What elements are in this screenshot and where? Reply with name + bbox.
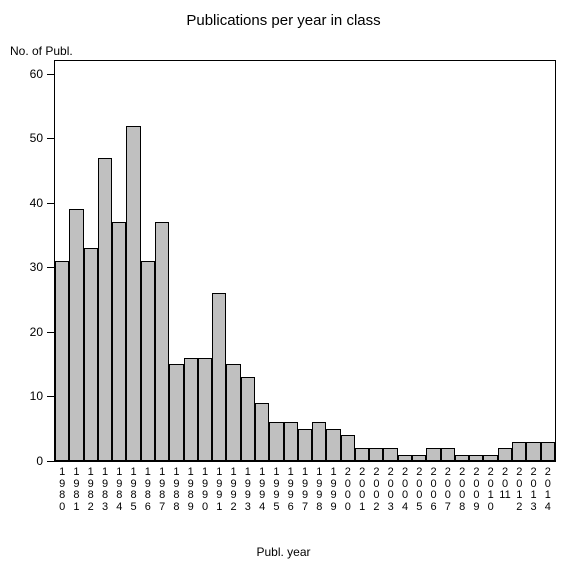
x-tick-label: 1​9​9​0: [199, 467, 211, 513]
x-axis-label: Publ. year: [0, 545, 567, 559]
bar: [184, 358, 198, 461]
bar: [412, 455, 426, 461]
x-tick-label: 2​0​0​5: [413, 467, 425, 513]
bar: [541, 442, 555, 461]
x-tick-label: 2​0​0​6: [428, 467, 440, 513]
bar: [69, 209, 83, 461]
x-tick-label: 2​0​0​9: [470, 467, 482, 513]
y-tick: [47, 138, 55, 139]
x-tick-label: 1​9​9​5: [270, 467, 282, 513]
bar: [483, 455, 497, 461]
x-tick-label: 2​0​0​0: [342, 467, 354, 513]
bar: [426, 448, 440, 461]
bar: [341, 435, 355, 461]
bar: [284, 422, 298, 461]
bar: [441, 448, 455, 461]
y-tick: [47, 203, 55, 204]
x-tick-label: 1​9​9​1: [213, 467, 225, 513]
bar: [469, 455, 483, 461]
y-tick-label: 50: [30, 131, 43, 145]
y-axis-label: No. of Publ.: [10, 44, 73, 58]
x-tick-label: 1​9​8​9: [185, 467, 197, 513]
y-tick: [47, 332, 55, 333]
x-tick-label: 1​9​8​2: [85, 467, 97, 513]
bar: [255, 403, 269, 461]
bar: [84, 248, 98, 461]
y-tick-label: 10: [30, 389, 43, 403]
y-tick: [47, 396, 55, 397]
x-tick-label: 1​9​8​5: [128, 467, 140, 513]
x-tick-label: 2​0​1​2: [513, 467, 525, 513]
x-tick-label: 1​9​9​8: [313, 467, 325, 513]
x-tick-label: 1​9​8​3: [99, 467, 111, 513]
chart-title: Publications per year in class: [0, 12, 567, 29]
x-tick-label: 2​0​0​3: [385, 467, 397, 513]
x-tick-label: 2​0​0​2: [370, 467, 382, 513]
bar: [455, 455, 469, 461]
x-tick-label: 1​9​8​4: [113, 467, 125, 513]
bar: [269, 422, 283, 461]
y-tick-label: 60: [30, 67, 43, 81]
bar: [141, 261, 155, 461]
y-tick: [47, 461, 55, 462]
x-tick-label: 1​9​9​4: [256, 467, 268, 513]
x-tick-label: 2​0​0​4: [399, 467, 411, 513]
bar: [383, 448, 397, 461]
bar: [498, 448, 512, 461]
bar: [98, 158, 112, 461]
bar: [398, 455, 412, 461]
y-tick: [47, 74, 55, 75]
chart-container: Publications per year in class No. of Pu…: [0, 0, 567, 567]
bar: [526, 442, 540, 461]
x-tick-label: 2​0​0​7: [442, 467, 454, 513]
bar: [241, 377, 255, 461]
y-tick-label: 20: [30, 325, 43, 339]
x-tick-label: 2​0​1​3: [528, 467, 540, 513]
bars-group: [55, 61, 555, 461]
plot-area: 01020304050601​9​8​01​9​8​11​9​8​21​9​8​…: [54, 60, 556, 462]
y-tick-label: 40: [30, 196, 43, 210]
x-tick-label: 1​9​8​8: [170, 467, 182, 513]
y-tick: [47, 267, 55, 268]
y-tick-label: 0: [36, 454, 43, 468]
bar: [326, 429, 340, 461]
x-tick-label: 1​9​9​3: [242, 467, 254, 513]
x-tick-label: 2​0​0​8: [456, 467, 468, 513]
bar: [169, 364, 183, 461]
bar: [126, 126, 140, 461]
bar: [155, 222, 169, 461]
bar: [112, 222, 126, 461]
bar: [298, 429, 312, 461]
y-tick-label: 30: [30, 260, 43, 274]
bar: [55, 261, 69, 461]
x-tick-label: 2​0​1​1: [499, 467, 511, 502]
bar: [355, 448, 369, 461]
x-tick-label: 2​0​1​4: [542, 467, 554, 513]
bar: [226, 364, 240, 461]
x-tick-label: 1​9​8​7: [156, 467, 168, 513]
x-tick-label: 1​9​8​6: [142, 467, 154, 513]
x-tick-label: 1​9​9​2: [228, 467, 240, 513]
x-tick-label: 1​9​8​1: [70, 467, 82, 513]
x-tick-label: 1​9​9​9: [328, 467, 340, 513]
bar: [198, 358, 212, 461]
x-tick-label: 2​0​0​1: [356, 467, 368, 513]
x-tick-label: 2​0​1​0: [485, 467, 497, 513]
bar: [512, 442, 526, 461]
x-tick-label: 1​9​9​6: [285, 467, 297, 513]
bar: [212, 293, 226, 461]
bar: [312, 422, 326, 461]
x-tick-label: 1​9​8​0: [56, 467, 68, 513]
x-tick-label: 1​9​9​7: [299, 467, 311, 513]
bar: [369, 448, 383, 461]
